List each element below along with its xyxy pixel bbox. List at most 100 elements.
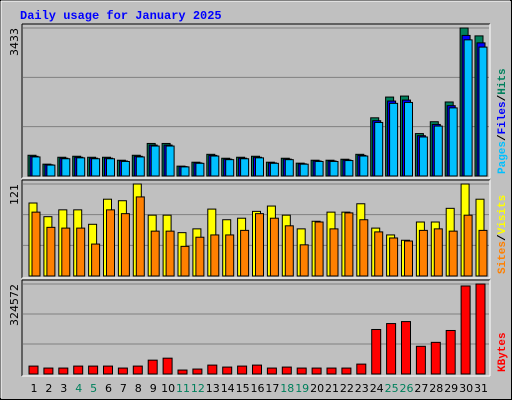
bar xyxy=(46,164,56,177)
bar xyxy=(418,229,428,277)
bar xyxy=(88,365,99,375)
bar xyxy=(374,121,384,177)
panel xyxy=(22,280,490,376)
bar xyxy=(31,211,41,277)
bar xyxy=(240,229,250,277)
bar xyxy=(299,244,309,277)
bar xyxy=(46,226,56,277)
x-tick-label: 1 xyxy=(31,382,38,395)
bar xyxy=(296,367,307,375)
bar xyxy=(284,225,294,277)
bar xyxy=(106,158,115,177)
bar xyxy=(460,285,471,375)
bar xyxy=(180,166,190,177)
bar xyxy=(106,209,115,277)
x-tick-label: 6 xyxy=(105,382,112,395)
x-tick-label: 30 xyxy=(459,382,473,395)
bar xyxy=(374,231,384,277)
bar xyxy=(430,341,441,375)
x-tick-label: 21 xyxy=(325,382,339,395)
x-tick-label: 26 xyxy=(400,382,414,395)
bar xyxy=(195,236,205,277)
bar xyxy=(311,367,322,375)
bar xyxy=(225,159,235,177)
x-tick-label: 4 xyxy=(75,382,82,395)
bar xyxy=(329,228,339,277)
x-tick-label: 10 xyxy=(161,382,175,395)
bar xyxy=(61,227,71,277)
bar xyxy=(314,221,324,277)
bar xyxy=(284,159,294,177)
x-tick-label: 27 xyxy=(414,382,428,395)
bar xyxy=(415,345,426,375)
bar xyxy=(150,230,160,277)
bar xyxy=(103,365,113,375)
x-tick-label: 11 xyxy=(176,382,190,395)
bar xyxy=(389,237,399,277)
bar xyxy=(344,212,354,277)
x-tick-label: 25 xyxy=(385,382,399,395)
bar xyxy=(478,46,488,177)
bar xyxy=(371,328,382,375)
legend-separator: / xyxy=(497,94,509,101)
bar xyxy=(448,230,458,277)
legend-entry: Sites xyxy=(497,241,509,274)
bar xyxy=(329,160,339,177)
bar xyxy=(475,283,486,375)
bar xyxy=(210,234,220,277)
bar xyxy=(43,367,54,375)
bar xyxy=(207,364,218,375)
bar xyxy=(433,125,443,177)
bar xyxy=(359,219,369,277)
y-tick-label: 121 xyxy=(8,184,21,205)
bar xyxy=(222,366,233,375)
bar xyxy=(299,163,309,177)
bar xyxy=(252,364,262,375)
legend-entry: Hits xyxy=(497,68,509,94)
bar xyxy=(463,39,473,177)
bar xyxy=(73,365,84,375)
bar xyxy=(356,363,367,375)
legend-entry: KBytes xyxy=(497,332,509,372)
chart-title: Daily usage for January 2025 xyxy=(20,9,222,23)
x-tick-label: 24 xyxy=(370,382,384,395)
legend: Sites/Visits xyxy=(497,195,509,274)
bar xyxy=(61,158,71,177)
bar xyxy=(210,155,220,177)
bar xyxy=(28,365,39,375)
bar xyxy=(341,367,352,375)
x-tick-label: 23 xyxy=(355,382,369,395)
bar xyxy=(255,157,264,177)
x-tick-label: 8 xyxy=(135,382,142,395)
x-tick-label: 22 xyxy=(340,382,354,395)
bar xyxy=(281,366,292,375)
bar xyxy=(389,102,399,177)
legend: Pages/Files/Hits xyxy=(497,68,509,174)
bar xyxy=(195,162,205,177)
bar xyxy=(76,227,86,277)
x-tick-label: 28 xyxy=(429,382,443,395)
bar xyxy=(165,145,175,177)
x-tick-label: 20 xyxy=(310,382,324,395)
x-tick-label: 14 xyxy=(221,382,235,395)
bar xyxy=(463,214,473,277)
bar xyxy=(135,196,145,277)
x-tick-label: 7 xyxy=(120,382,127,395)
x-tick-label: 12 xyxy=(191,382,205,395)
bar xyxy=(180,245,190,277)
x-tick-label: 2 xyxy=(45,382,52,395)
bar xyxy=(150,145,160,177)
bar xyxy=(165,230,175,277)
x-tick-label: 17 xyxy=(265,382,279,395)
bar xyxy=(344,160,354,177)
x-tick-label: 29 xyxy=(444,382,458,395)
bar xyxy=(404,240,413,277)
bar xyxy=(359,155,369,177)
bar xyxy=(404,101,413,177)
bar xyxy=(91,158,101,177)
bar xyxy=(58,367,69,375)
bar xyxy=(132,365,143,375)
x-tick-label: 18 xyxy=(280,382,294,395)
bar xyxy=(31,156,41,177)
